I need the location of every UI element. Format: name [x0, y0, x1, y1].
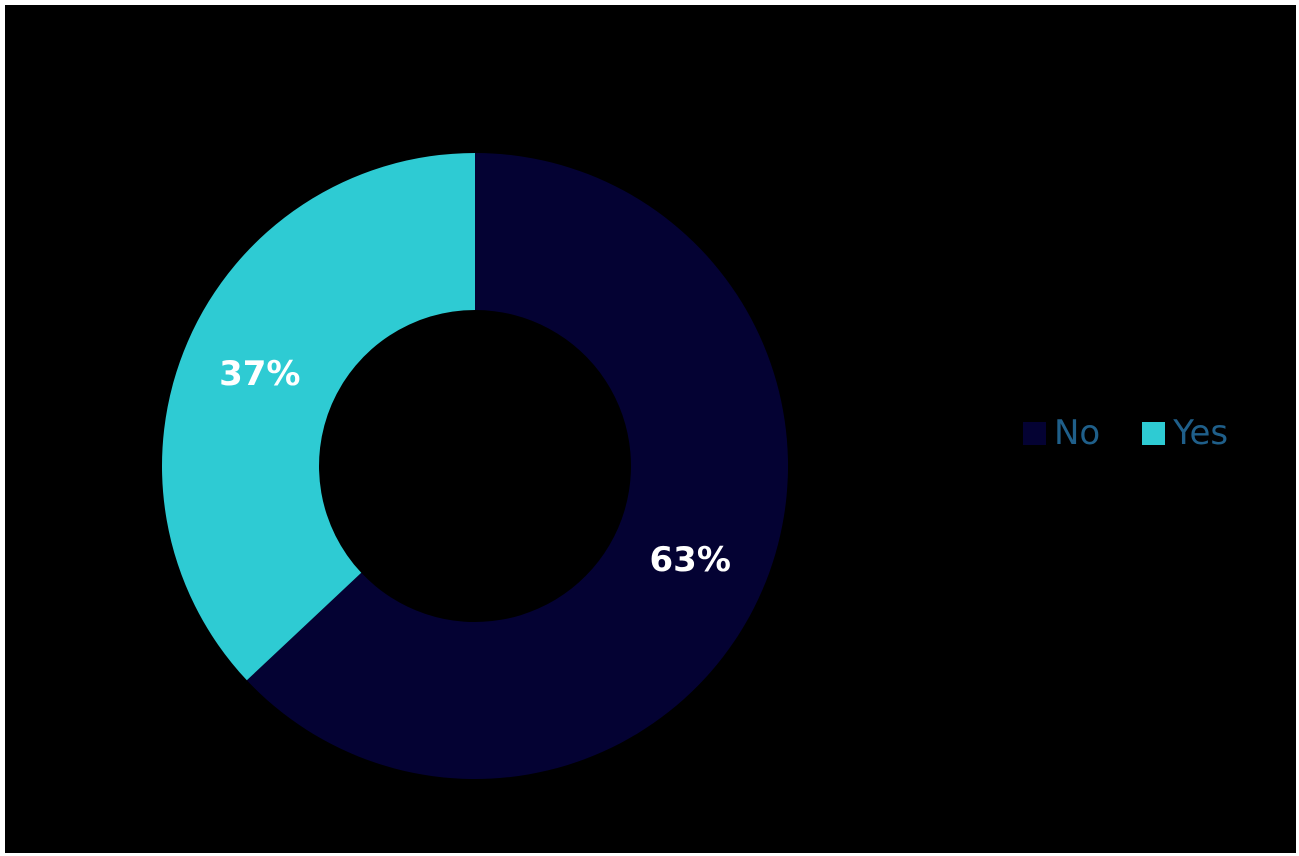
legend-item-no: No — [1023, 413, 1100, 453]
legend-label-no: No — [1054, 413, 1101, 453]
legend-item-yes: Yes — [1142, 413, 1228, 453]
legend: No Yes — [1023, 413, 1228, 453]
donut-slice-no — [246, 153, 788, 779]
data-label-yes: 37% — [219, 354, 300, 394]
chart-area: 63% 37% No Yes — [5, 5, 1296, 853]
donut-chart: 63% 37% — [161, 152, 788, 779]
legend-swatch-no — [1023, 421, 1046, 445]
legend-swatch-yes — [1142, 421, 1166, 445]
legend-label-yes: Yes — [1173, 413, 1229, 453]
donut-slice-yes — [161, 152, 475, 681]
data-label-no: 63% — [650, 540, 731, 580]
